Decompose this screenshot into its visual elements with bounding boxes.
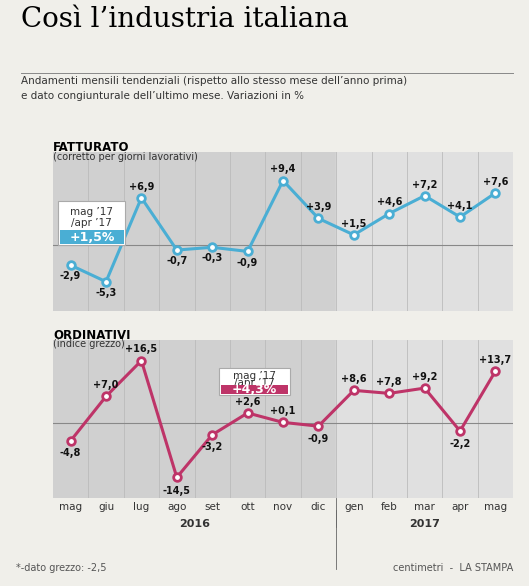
Text: +7,0: +7,0 bbox=[93, 380, 118, 390]
Bar bbox=[478, 340, 513, 498]
FancyBboxPatch shape bbox=[220, 368, 290, 394]
Text: +4,1: +4,1 bbox=[448, 201, 473, 211]
Bar bbox=[407, 152, 442, 311]
Text: -0,9: -0,9 bbox=[308, 434, 329, 444]
Text: FATTURATO: FATTURATO bbox=[53, 141, 130, 155]
Bar bbox=[195, 340, 230, 498]
Bar bbox=[159, 340, 195, 498]
Bar bbox=[124, 152, 159, 311]
Bar bbox=[300, 152, 336, 311]
Bar bbox=[336, 152, 371, 311]
Text: centimetri  -  LA STAMPA: centimetri - LA STAMPA bbox=[393, 563, 513, 573]
Text: ORDINATIVI: ORDINATIVI bbox=[53, 329, 131, 342]
Text: -0,7: -0,7 bbox=[166, 256, 187, 266]
Text: +3,9: +3,9 bbox=[306, 202, 331, 212]
Bar bbox=[230, 152, 266, 311]
Text: -5,3: -5,3 bbox=[95, 288, 116, 298]
Text: *-dato grezzo: -2,5: *-dato grezzo: -2,5 bbox=[16, 563, 106, 573]
Text: -4,8: -4,8 bbox=[60, 448, 81, 458]
Text: /apr ’17: /apr ’17 bbox=[71, 218, 112, 228]
Text: +8,6: +8,6 bbox=[341, 374, 367, 384]
Text: +6,9: +6,9 bbox=[129, 182, 154, 192]
Text: +9,2: +9,2 bbox=[412, 372, 437, 382]
Text: +0,1: +0,1 bbox=[270, 406, 296, 416]
Text: +7,6: +7,6 bbox=[483, 177, 508, 187]
Text: 2016: 2016 bbox=[179, 519, 210, 529]
FancyBboxPatch shape bbox=[221, 384, 288, 394]
Text: +4,3%: +4,3% bbox=[232, 383, 277, 396]
Bar bbox=[266, 340, 300, 498]
Bar bbox=[159, 152, 195, 311]
Bar bbox=[53, 152, 88, 311]
Text: Andamenti mensili tendenziali (rispetto allo stesso mese dell’anno prima): Andamenti mensili tendenziali (rispetto … bbox=[21, 76, 407, 86]
Text: /apr ’17: /apr ’17 bbox=[234, 378, 275, 388]
Text: +7,8: +7,8 bbox=[377, 377, 402, 387]
Bar bbox=[336, 340, 371, 498]
Bar bbox=[88, 340, 124, 498]
Text: +9,4: +9,4 bbox=[270, 165, 296, 175]
Text: +16,5: +16,5 bbox=[125, 345, 158, 355]
FancyBboxPatch shape bbox=[60, 230, 124, 244]
Bar bbox=[407, 340, 442, 498]
Bar bbox=[442, 152, 478, 311]
Text: +13,7: +13,7 bbox=[479, 355, 512, 365]
Text: +1,5%: +1,5% bbox=[69, 231, 115, 244]
Text: -2,2: -2,2 bbox=[450, 438, 471, 448]
Bar bbox=[478, 152, 513, 311]
Bar bbox=[195, 152, 230, 311]
Bar bbox=[371, 152, 407, 311]
Text: 2017: 2017 bbox=[409, 519, 440, 529]
Text: mag ’17: mag ’17 bbox=[233, 371, 276, 381]
Bar bbox=[124, 340, 159, 498]
Text: -14,5: -14,5 bbox=[163, 486, 191, 496]
Bar bbox=[53, 340, 88, 498]
Bar bbox=[442, 340, 478, 498]
Text: -3,2: -3,2 bbox=[202, 442, 223, 452]
Text: +4,6: +4,6 bbox=[377, 197, 402, 207]
Text: (corretto per giorni lavorativi): (corretto per giorni lavorativi) bbox=[53, 152, 198, 162]
Text: Così l’industria italiana: Così l’industria italiana bbox=[21, 6, 349, 33]
Text: -0,3: -0,3 bbox=[202, 253, 223, 263]
Text: +1,5: +1,5 bbox=[341, 219, 367, 229]
Text: +7,2: +7,2 bbox=[412, 179, 437, 190]
Bar bbox=[371, 340, 407, 498]
Text: e dato congiunturale dell’ultimo mese. Variazioni in %: e dato congiunturale dell’ultimo mese. V… bbox=[21, 91, 304, 101]
Text: mag ’17: mag ’17 bbox=[70, 207, 113, 217]
Bar bbox=[88, 152, 124, 311]
Bar bbox=[230, 340, 266, 498]
FancyBboxPatch shape bbox=[58, 200, 125, 245]
Text: -2,9: -2,9 bbox=[60, 271, 81, 281]
Bar bbox=[300, 340, 336, 498]
Bar bbox=[266, 152, 300, 311]
Text: +2,6: +2,6 bbox=[235, 397, 260, 407]
Text: (indice grezzo): (indice grezzo) bbox=[53, 339, 125, 349]
Text: -0,9: -0,9 bbox=[237, 257, 258, 268]
